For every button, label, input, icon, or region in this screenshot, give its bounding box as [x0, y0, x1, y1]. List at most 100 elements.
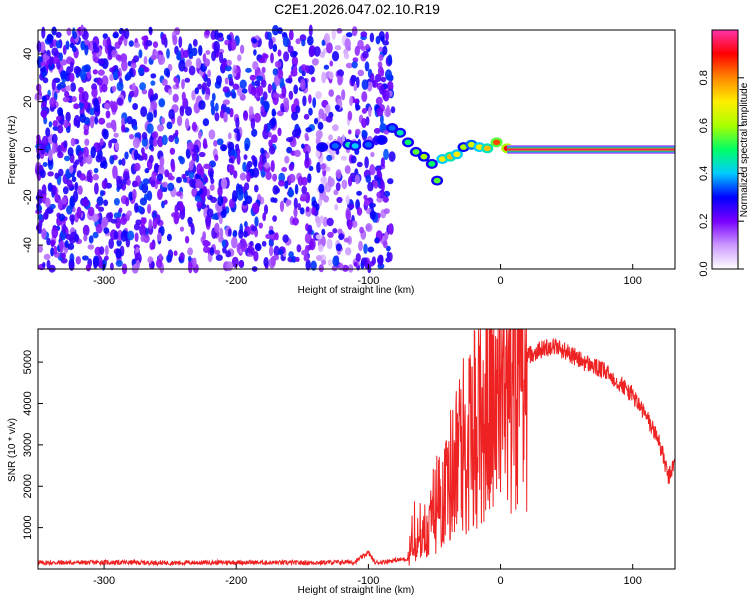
heatmap-cell — [38, 214, 43, 221]
heatmap-cell — [192, 153, 198, 161]
heatmap-cell — [203, 164, 210, 169]
heatmap-cell — [367, 182, 373, 192]
heatmap-cell — [329, 61, 333, 67]
heatmap-cell — [132, 83, 136, 92]
colorbar-tick-label: 0.2 — [698, 214, 710, 229]
heatmap-cell — [219, 228, 223, 239]
heatmap-cell — [248, 245, 253, 253]
heatmap-cell — [311, 77, 316, 83]
heatmap-cell — [256, 76, 263, 81]
heatmap-cell — [73, 190, 78, 202]
heatmap-cell — [162, 182, 168, 188]
heatmap-cell — [326, 116, 333, 123]
heatmap-cell — [292, 217, 299, 225]
heatmap-cell — [47, 35, 54, 41]
heatmap-cell — [388, 54, 393, 65]
heatmap-cell — [84, 64, 91, 72]
heatmap-cell — [268, 230, 274, 235]
x-tick-label: -300 — [93, 275, 115, 287]
heatmap-cell — [164, 200, 168, 205]
heatmap-cell — [51, 47, 58, 56]
heatmap-cell — [144, 56, 148, 65]
heatmap-cell — [66, 234, 72, 240]
heatmap-cell — [382, 46, 387, 56]
heatmap-cell — [316, 203, 320, 211]
heatmap-cell — [388, 223, 392, 234]
heatmap-cell — [314, 118, 318, 124]
heatmap-cell — [72, 176, 77, 182]
heatmap-cell — [185, 236, 189, 244]
heatmap-cell — [52, 79, 56, 91]
heatmap-cell — [273, 44, 278, 52]
heatmap-cell — [304, 114, 310, 120]
heatmap-cell — [272, 111, 276, 116]
heatmap-cell — [94, 102, 100, 112]
heatmap-cell — [336, 243, 342, 251]
heatmap-cell — [114, 198, 120, 206]
heatmap-cell — [328, 259, 333, 266]
heatmap-cell — [259, 223, 263, 229]
heatmap-cell — [243, 231, 248, 238]
heatmap-cell — [376, 36, 381, 45]
x-tick-label: -200 — [225, 575, 247, 587]
heatmap-cell — [86, 264, 91, 271]
x-tick-label: 0 — [497, 275, 503, 287]
heatmap-cell — [261, 79, 267, 87]
heatmap-cell — [389, 252, 393, 261]
heatmap-cell — [197, 84, 202, 90]
heatmap-cell — [318, 184, 324, 194]
heatmap-cell — [47, 171, 54, 176]
x-tick-label: 100 — [624, 575, 642, 587]
heatmap-cell — [176, 50, 181, 60]
heatmap-cell — [57, 107, 63, 116]
heatmap-cell — [361, 91, 367, 102]
heatmap-cell — [321, 229, 325, 236]
heatmap-cell — [229, 158, 234, 164]
heatmap-cell — [278, 69, 284, 79]
heatmap-cell — [267, 32, 272, 41]
heatmap-cell — [314, 46, 321, 57]
heatmap-cell — [141, 183, 148, 193]
heatmap-cell — [233, 84, 240, 90]
heatmap-cell — [196, 201, 202, 208]
heatmap-cell — [370, 33, 374, 43]
heatmap-cell — [318, 244, 324, 252]
trace-point — [332, 143, 339, 149]
trace-point — [365, 142, 372, 148]
heatmap-cell — [189, 172, 195, 179]
heatmap-cell — [282, 32, 287, 37]
heatmap-cell — [44, 254, 51, 260]
heatmap-cell — [70, 260, 74, 267]
heatmap-cell — [223, 99, 230, 105]
heatmap-cell — [377, 167, 381, 178]
heatmap-cell — [327, 232, 334, 238]
heatmap-cell — [316, 255, 322, 261]
heatmap-cell — [102, 160, 107, 169]
heatmap-cell — [341, 89, 345, 100]
heatmap-cell — [253, 49, 257, 55]
heatmap-cell — [207, 78, 212, 87]
heatmap-cell — [315, 91, 322, 99]
heatmap-cell — [99, 246, 104, 255]
band-layer — [507, 148, 675, 150]
heatmap-cell — [224, 40, 229, 46]
heatmap-cell — [59, 242, 63, 254]
heatmap-cell — [105, 245, 109, 256]
heatmap-cell — [130, 63, 136, 69]
heatmap-cell — [381, 124, 387, 131]
heatmap-cell — [232, 92, 236, 99]
snr-panel: -300 -200 -100 0 100 10002000300040005000 He… — [7, 329, 675, 596]
heatmap-cell — [103, 39, 107, 47]
heatmap-cell — [170, 148, 175, 155]
heatmap-cell — [328, 177, 335, 187]
heatmap-cell — [111, 50, 117, 58]
heatmap-cell — [45, 127, 50, 137]
heatmap-cell — [277, 27, 282, 34]
heatmap-cell — [114, 231, 119, 240]
heatmap-cell — [199, 152, 206, 157]
heatmap-cell — [292, 51, 298, 56]
heatmap-cell — [231, 237, 238, 249]
heatmap-cell — [162, 79, 168, 86]
trace-point — [378, 137, 385, 143]
heatmap-cell — [238, 229, 243, 239]
